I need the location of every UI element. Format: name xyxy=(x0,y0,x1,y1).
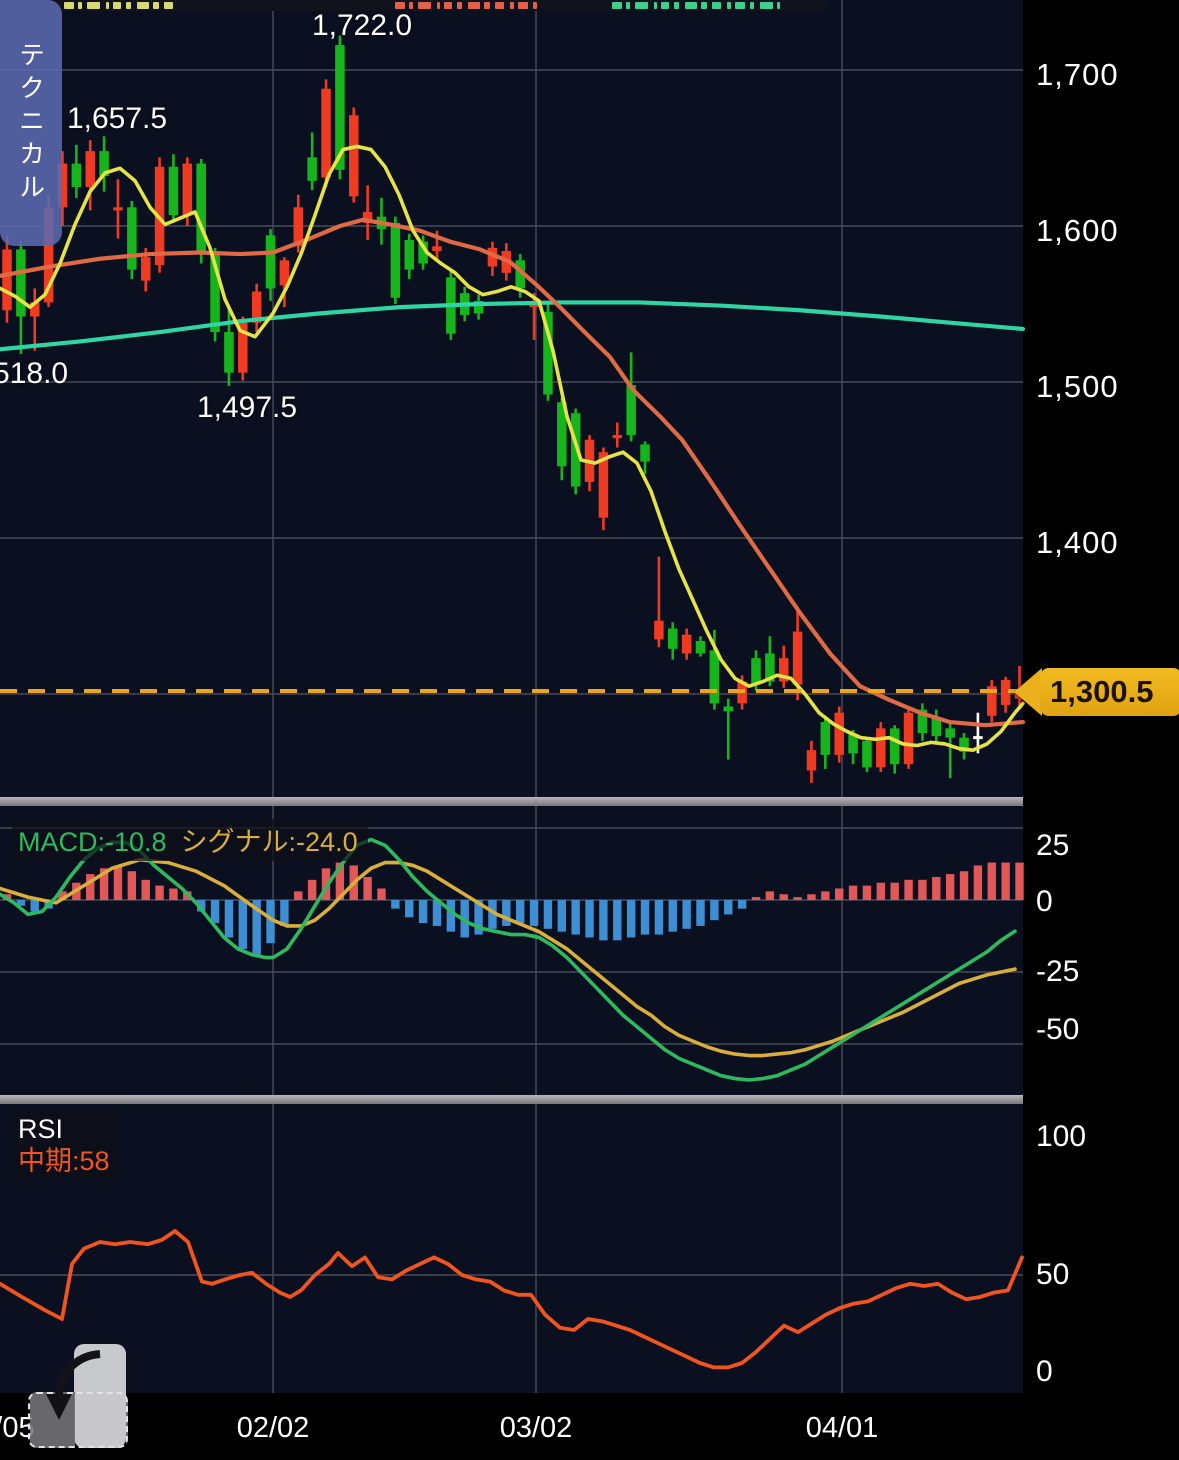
indicator-legend-clipped xyxy=(56,0,826,11)
panel-separator[interactable] xyxy=(0,797,1023,806)
legend-text-fragment xyxy=(777,2,780,9)
legend-text-fragment xyxy=(395,2,405,9)
x-axis-label: 04/01 xyxy=(805,1412,879,1444)
legend-text-fragment xyxy=(750,2,754,9)
rsi-panel-background xyxy=(0,1104,1023,1393)
rotate-arrow-icon xyxy=(46,1350,101,1420)
legend-text-fragment xyxy=(635,2,648,9)
price-axis-label: 1,500 xyxy=(1036,369,1119,404)
rsi-header: RSI 中期:58 xyxy=(12,1112,120,1179)
legend-text-fragment xyxy=(78,2,82,9)
legend-text-fragment xyxy=(87,2,100,9)
rsi-title-label: RSI xyxy=(18,1114,64,1144)
macd-signal-label: シグナル:-24.0 xyxy=(180,827,358,857)
tab-technical-label: テクニカル xyxy=(15,40,46,206)
legend-text-fragment xyxy=(510,2,514,9)
x-axis-label: 03/02 xyxy=(499,1412,573,1444)
rotate-screen-button[interactable] xyxy=(28,1338,132,1454)
legend-text-fragment xyxy=(533,2,537,9)
price-axis-label: 1,700 xyxy=(1036,57,1119,92)
legend-text-fragment xyxy=(701,2,707,9)
legend-text-fragment xyxy=(409,2,413,9)
price-tag-value: 1,300.5 xyxy=(1040,668,1179,716)
macd-axis-label: 0 xyxy=(1036,885,1053,918)
legend-text-fragment xyxy=(685,2,697,9)
swing-high-label: 1,722.0 xyxy=(311,9,413,42)
rsi-value-label: 中期:58 xyxy=(18,1146,110,1176)
legend-text-fragment xyxy=(495,2,504,9)
legend-text-fragment xyxy=(437,2,440,9)
legend-text-fragment xyxy=(661,2,669,9)
current-price-tag: 1,300.5 xyxy=(1014,668,1179,716)
legend-text-fragment xyxy=(126,2,131,9)
legend-text-fragment xyxy=(418,2,431,9)
legend-text-fragment xyxy=(137,2,149,9)
price-panel-background xyxy=(0,0,1023,797)
rsi-axis-label: 50 xyxy=(1036,1258,1070,1291)
legend-text-fragment xyxy=(106,2,109,9)
macd-axis-label: -50 xyxy=(1036,1013,1080,1046)
legend-text-fragment xyxy=(64,2,74,9)
legend-text-fragment xyxy=(654,2,657,9)
panel-separator[interactable] xyxy=(0,1095,1023,1104)
legend-text-fragment xyxy=(153,2,159,9)
legend-text-fragment xyxy=(444,2,452,9)
swing-low-label: 1,497.5 xyxy=(196,391,298,424)
tab-technical[interactable]: テクニカル xyxy=(0,0,62,246)
macd-axis-label: -25 xyxy=(1036,955,1080,988)
rsi-axis-label: 0 xyxy=(1036,1355,1053,1388)
price-axis-label: 1,600 xyxy=(1036,213,1119,248)
legend-text-fragment xyxy=(712,2,721,9)
macd-axis-label: 25 xyxy=(1036,829,1070,862)
legend-text-fragment xyxy=(674,2,679,9)
rsi-axis-label: 100 xyxy=(1036,1120,1087,1153)
swing-low-label: 1,518.0 xyxy=(0,357,69,390)
legend-text-fragment xyxy=(612,2,622,9)
legend-text-fragment xyxy=(735,2,745,9)
legend-text-fragment xyxy=(518,2,528,9)
x-axis-label: 02/02 xyxy=(236,1412,310,1444)
price-axis-label: 1,400 xyxy=(1036,525,1119,560)
legend-text-fragment xyxy=(468,2,480,9)
macd-header: MACD:-10.8 シグナル:-24.0 xyxy=(12,819,368,861)
landscape-phone-icon xyxy=(28,1392,128,1448)
legend-text-fragment xyxy=(113,2,121,9)
price-tag-arrow-icon xyxy=(1014,668,1042,716)
legend-text-fragment xyxy=(164,2,173,9)
legend-text-fragment xyxy=(727,2,731,9)
legend-text-fragment xyxy=(760,2,773,9)
swing-high-label: 1,657.5 xyxy=(66,102,168,135)
macd-value-label: MACD:-10.8 xyxy=(18,827,167,857)
legend-text-fragment xyxy=(484,2,490,9)
legend-text-fragment xyxy=(626,2,630,9)
legend-text-fragment xyxy=(457,2,462,9)
